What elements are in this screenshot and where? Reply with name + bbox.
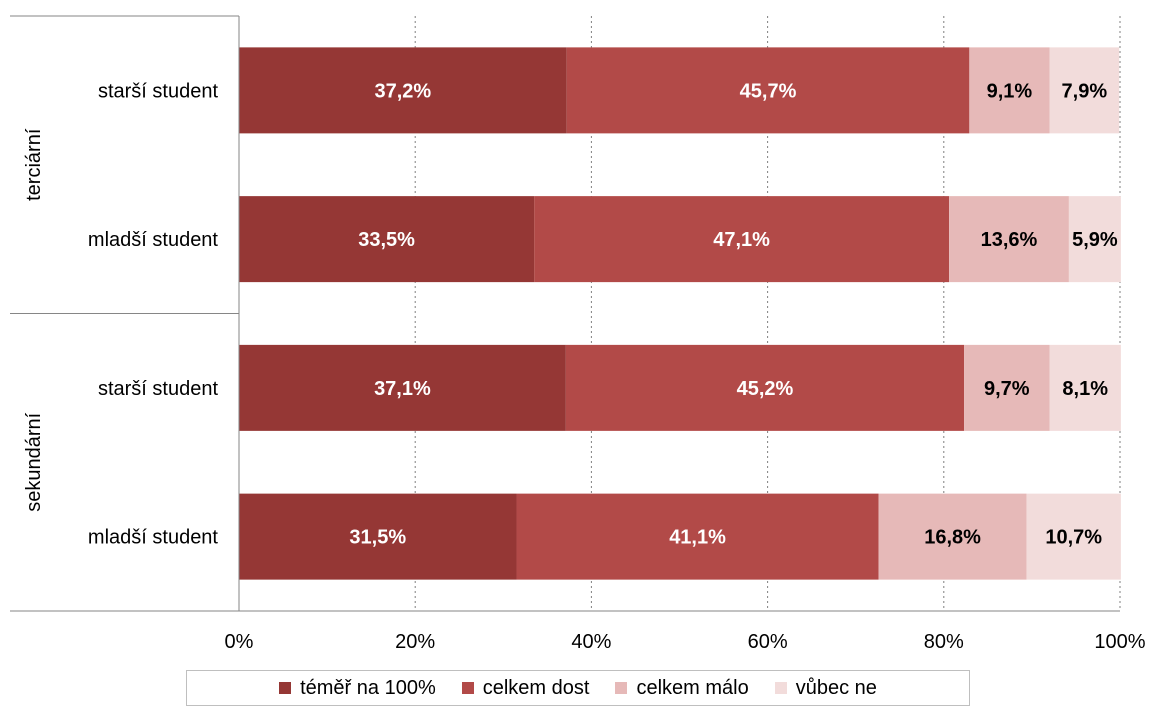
bar-segment (534, 196, 950, 283)
data-label: 10,7% (1045, 527, 1102, 549)
legend-swatch (615, 682, 628, 694)
bar-segment (565, 344, 965, 431)
data-label: 13,6% (981, 229, 1038, 251)
bars (239, 47, 1121, 580)
category-label: starší student (98, 80, 219, 102)
data-label: 33,5% (358, 229, 415, 251)
legend-label: vůbec ne (795, 676, 877, 699)
x-tick-label: 80% (924, 631, 964, 653)
x-tick-label: 40% (571, 631, 611, 653)
legend: téměř na 100% celkem dost celkem málo vůbec… (186, 670, 970, 706)
legend-item: celkem málo (615, 676, 749, 700)
legend-swatch (461, 682, 474, 694)
x-tick-label: 20% (395, 631, 435, 653)
legend-label: celkem málo (636, 676, 749, 699)
legend-item: vůbec ne (774, 676, 877, 700)
bar-segment (516, 493, 879, 580)
bar-segment (239, 47, 567, 134)
data-label: 47,1% (713, 229, 770, 251)
bar-segment (566, 47, 970, 134)
bar-segment (239, 493, 517, 580)
data-label: 41,1% (669, 527, 726, 549)
legend-label: celkem dost (482, 676, 590, 699)
legend-label: téměř na 100% (300, 676, 436, 699)
data-label: 9,7% (984, 378, 1030, 400)
legend-item: celkem dost (461, 676, 590, 700)
bar-segment (1068, 196, 1121, 283)
bar-segment (964, 344, 1050, 431)
group-label: terciární (23, 128, 45, 201)
bar-segment (949, 196, 1069, 283)
legend-swatch (774, 682, 787, 694)
legend-item: téměř na 100% (279, 677, 436, 700)
data-label: 31,5% (349, 527, 406, 549)
bar-segment (239, 196, 535, 283)
data-label: 45,7% (740, 80, 797, 102)
data-label: 45,2% (737, 378, 794, 400)
x-tick-label: 0% (225, 631, 254, 653)
category-label: mladší student (88, 229, 219, 251)
category-label: mladší student (88, 527, 219, 549)
legend-swatch (279, 682, 292, 694)
data-label: 8,1% (1062, 378, 1108, 400)
bar-segment (1026, 493, 1121, 580)
data-label: 7,9% (1062, 80, 1108, 102)
bar-segment (878, 493, 1027, 580)
x-tick-label: 100% (1094, 631, 1145, 653)
data-label: 16,8% (924, 527, 981, 549)
x-tick-label: 60% (748, 631, 788, 653)
axes (10, 15, 1120, 612)
bar-segment (1049, 47, 1120, 134)
data-label: 9,1% (987, 80, 1033, 102)
group-label: sekundární (23, 412, 45, 511)
bar-segment (969, 47, 1050, 134)
bar-segment (239, 344, 566, 431)
data-label: 5,9% (1072, 229, 1118, 251)
labels: 0% 20% 40% 60% 80% 100% 37,2% 45,7% 9,1% 7,9% star… (23, 80, 1146, 653)
category-label: starší student (98, 378, 219, 400)
bar-segment (1049, 344, 1121, 431)
data-label: 37,1% (374, 378, 431, 400)
data-label: 37,2% (375, 80, 432, 102)
